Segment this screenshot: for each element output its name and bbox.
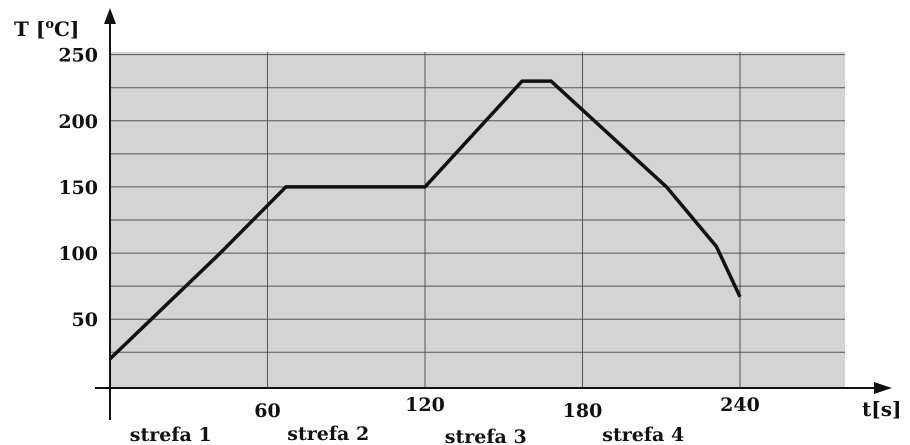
y-tick-label: 200 (58, 111, 98, 133)
y-tick-labels: 250 200 150 100 50 (58, 45, 98, 332)
x-tick-label: 60 (254, 400, 280, 422)
x-axis-title: t[s] (862, 397, 901, 421)
zone-label: strefa 3 (445, 426, 527, 445)
series-layer (108, 79, 742, 361)
y-tick-label: 100 (58, 243, 98, 265)
y-axis-title: T [oC] (14, 17, 79, 41)
y-axis-arrow (104, 8, 116, 24)
x-tick-labels: 60 120 180 240 (254, 394, 760, 422)
zone-label: strefa 1 (130, 424, 212, 445)
y-tick-label: 50 (72, 309, 98, 331)
zone-label: strefa 4 (602, 424, 684, 445)
x-axis-arrow (874, 382, 892, 394)
x-tick-label: 240 (720, 394, 760, 416)
temperature-line (108, 79, 742, 361)
x-tick-label: 120 (405, 394, 445, 416)
y-tick-label: 250 (58, 45, 98, 67)
zone-labels: strefa 1 strefa 2 strefa 3 strefa 4 (130, 423, 684, 445)
x-tick-label: 180 (563, 400, 603, 422)
grid-lines (109, 52, 845, 388)
y-tick-label: 150 (58, 177, 98, 199)
zone-label: strefa 2 (287, 423, 369, 445)
